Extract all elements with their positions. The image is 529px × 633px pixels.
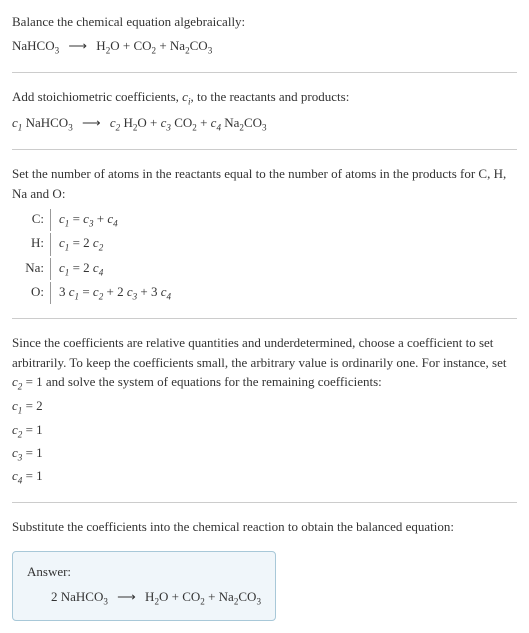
atom-row-na: Na: c1 = 2 c4 bbox=[16, 258, 517, 280]
coeff-intro: Add stoichiometric coefficients, ci, to … bbox=[12, 87, 517, 109]
divider bbox=[12, 502, 517, 503]
divider bbox=[12, 72, 517, 73]
unbalanced-equation: NaHCO3 ⟶ H2O + CO2 + Na2CO3 bbox=[12, 36, 517, 58]
answer-box: Answer: 2 NaHCO3 ⟶ H2O + CO2 + Na2CO3 bbox=[12, 551, 276, 621]
atom-row-h: H: c1 = 2 c2 bbox=[16, 233, 517, 255]
section-balance-intro: Balance the chemical equation algebraica… bbox=[12, 12, 517, 58]
coeff-value: c4 = 1 bbox=[12, 466, 517, 488]
section-solve: Since the coefficients are relative quan… bbox=[12, 333, 517, 488]
coeff-values: c1 = 2 c2 = 1 c3 = 1 c4 = 1 bbox=[12, 396, 517, 488]
section-add-coefficients: Add stoichiometric coefficients, ci, to … bbox=[12, 87, 517, 135]
coeff-value: c3 = 1 bbox=[12, 443, 517, 465]
atom-table: C: c1 = c3 + c4 H: c1 = 2 c2 Na: c1 = 2 … bbox=[16, 209, 517, 304]
solve-text: Since the coefficients are relative quan… bbox=[12, 333, 517, 394]
atom-row-c: C: c1 = c3 + c4 bbox=[16, 209, 517, 231]
divider bbox=[12, 318, 517, 319]
answer-label: Answer: bbox=[27, 562, 261, 582]
atom-row-o: O: 3 c1 = c2 + 2 c3 + 3 c4 bbox=[16, 282, 517, 304]
section-substitute: Substitute the coefficients into the che… bbox=[12, 517, 517, 537]
balance-title: Balance the chemical equation algebraica… bbox=[12, 12, 517, 32]
coeff-value: c2 = 1 bbox=[12, 420, 517, 442]
coeff-equation: c1 NaHCO3 ⟶ c2 H2O + c3 CO2 + c4 Na2CO3 bbox=[12, 113, 517, 135]
divider bbox=[12, 149, 517, 150]
section-atom-equations: Set the number of atoms in the reactants… bbox=[12, 164, 517, 304]
substitute-text: Substitute the coefficients into the che… bbox=[12, 517, 517, 537]
balanced-equation: 2 NaHCO3 ⟶ H2O + CO2 + Na2CO3 bbox=[51, 587, 261, 609]
atom-intro: Set the number of atoms in the reactants… bbox=[12, 164, 517, 203]
coeff-value: c1 = 2 bbox=[12, 396, 517, 418]
